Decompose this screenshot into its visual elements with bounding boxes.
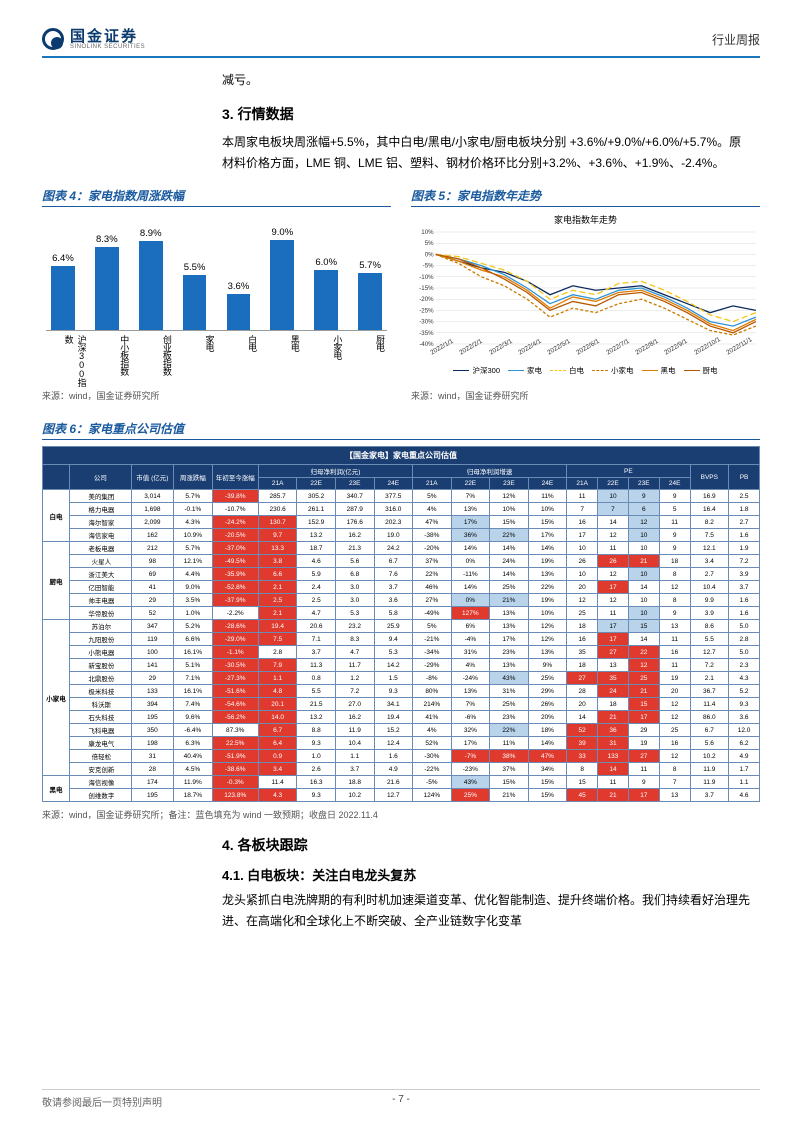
chart5-source: 来源：wind，国金证券研究所 <box>411 389 760 402</box>
bar-xlabel: 创业板指数 <box>131 335 174 391</box>
legend-item: 沪深300 <box>453 365 500 376</box>
bar: 9.0% <box>265 227 299 330</box>
bar-xlabel: 中小板指数 <box>89 335 132 391</box>
legend-item: 厨电 <box>684 365 718 376</box>
bar-xlabel: 家电 <box>174 335 217 391</box>
table-row: 九阳股份1196.6%-29.0%7.57.18.39.4-21%-4%17%1… <box>43 633 760 646</box>
table-row: 亿田智能419.0%-52.8%2.12.43.03.746%14%25%22%… <box>43 581 760 594</box>
logo-cn: 国金证券 <box>70 29 145 44</box>
logo: 国金证券 SINOLINK SECURITIES <box>42 28 145 50</box>
table-row: 格力电器1,698-0.1%-10.7%230.6261.1287.9316.0… <box>43 503 760 516</box>
svg-text:-25%: -25% <box>419 309 434 315</box>
svg-text:-20%: -20% <box>419 297 434 303</box>
bar-xlabel: 黑电 <box>259 335 302 391</box>
line-chart-title: 家电指数年走势 <box>411 213 760 226</box>
svg-text:-15%: -15% <box>419 286 434 292</box>
svg-text:-30%: -30% <box>419 320 434 326</box>
table-row: 帅丰电器293.5%-37.9%2.52.53.03.627%0%21%19%1… <box>43 594 760 607</box>
bar-xlabel: 厨电 <box>344 335 387 391</box>
legend-item: 小家电 <box>592 365 634 376</box>
bar-xlabel: 小家电 <box>302 335 345 391</box>
logo-en: SINOLINK SECURITIES <box>70 44 145 50</box>
table-row: 倍轻松3140.4%-51.9%0.91.01.11.6-30%-7%38%47… <box>43 750 760 763</box>
legend-item: 黑电 <box>642 365 676 376</box>
legend-item: 白电 <box>550 365 584 376</box>
bar: 6.0% <box>309 257 343 330</box>
table-row: 厨电老板电器2125.7%-37.0%13.318.721.324.2-20%1… <box>43 542 760 555</box>
svg-text:5%: 5% <box>425 241 434 247</box>
bar: 8.9% <box>134 228 168 330</box>
line-chart: 家电指数年走势 10% 5% 0% -5% -10% -15% -20% -25% -30% -3… <box>411 213 760 383</box>
table-row: 安克创新284.5%-38.6%3.42.63.74.9-22%-23%37%3… <box>43 763 760 776</box>
legend-item: 家电 <box>508 365 542 376</box>
table-row: 北鼎股份297.1%-27.3%1.10.81.21.5-8%-24%43%25… <box>43 672 760 685</box>
svg-text:0%: 0% <box>425 253 434 259</box>
section3-paragraph: 本周家电板块周涨幅+5.5%，其中白电/黑电/小家电/厨电板块分别 +3.6%/… <box>222 132 750 173</box>
table-row: 华帝股份521.0%-2.2%2.14.75.35.8-49%127%13%10… <box>43 607 760 620</box>
table-row: 科沃斯3947.4%-54.6%20.121.527.034.1214%7%25… <box>43 698 760 711</box>
section4-heading: 4. 各板块跟踪 <box>222 835 760 855</box>
chart4-title: 图表 4：家电指数周涨跌幅 <box>42 187 391 207</box>
table-row: 浙江美大694.4%-35.9%6.65.96.87.622%-11%14%13… <box>43 568 760 581</box>
table-row: 海信家电16210.9%-20.5%9.713.216.219.0-38%36%… <box>43 529 760 542</box>
table-row: 极米科技13316.1%-51.6%4.85.57.29.380%13%31%2… <box>43 685 760 698</box>
svg-text:10%: 10% <box>421 230 434 236</box>
section3-heading: 3. 行情数据 <box>222 104 760 124</box>
bar: 8.3% <box>90 234 124 330</box>
svg-text:-5%: -5% <box>423 264 435 270</box>
table-row: 小熊电器10016.1%-1.1%2.83.74.75.3-34%31%23%1… <box>43 646 760 659</box>
table-row: 小家电苏泊尔3475.2%-28.6%19.420.623.225.95%6%1… <box>43 620 760 633</box>
logo-icon <box>42 28 64 50</box>
bar: 5.7% <box>353 260 387 330</box>
table-row: 火星人9812.1%-49.5%3.84.65.66.737%0%24%19%2… <box>43 555 760 568</box>
svg-text:-10%: -10% <box>419 275 434 281</box>
header-rule <box>42 56 760 58</box>
table-row: 创维数字19518.7%123.8%4.39.310.212.7124%25%2… <box>43 789 760 802</box>
table6-title: 图表 6：家电重点公司估值 <box>42 420 760 440</box>
table6-source: 来源：wind，国金证券研究所；备注：蓝色填充为 wind 一致预期；收盘日 2… <box>42 808 760 821</box>
table-row: 海尔智家2,0994.3%-24.2%130.7152.9176.6202.34… <box>43 516 760 529</box>
section4-paragraph: 龙头紧抓白电洗牌期的有利时机加速渠道变革、优化智能制造、提升终端价格。我们持续看… <box>222 890 750 931</box>
page-number: - 7 - <box>392 1094 410 1109</box>
chart5-title: 图表 5：家电指数年走势 <box>411 187 760 207</box>
bar-chart: 6.4%8.3%8.9%5.5%3.6%9.0%6.0%5.7% 沪深300指数… <box>42 213 391 383</box>
bar: 5.5% <box>178 262 212 330</box>
footer-left: 敬请参阅最后一页特别声明 <box>42 1094 162 1109</box>
svg-text:-35%: -35% <box>419 331 434 337</box>
bar: 3.6% <box>222 281 256 330</box>
bar-xlabel: 沪深300指数 <box>46 335 89 391</box>
bar-xlabel: 白电 <box>217 335 260 391</box>
table-row: 飞科电器350-6.4%87.3%6.78.811.915.24%32%22%1… <box>43 724 760 737</box>
header-label: 行业周报 <box>712 31 760 48</box>
section4-subheading: 4.1. 白电板块：关注白电龙头复苏 <box>222 865 760 884</box>
intro-text: 减亏。 <box>222 70 750 90</box>
table-row: 新宝股份1415.1%-30.5%7.911.311.714.2-29%4%13… <box>43 659 760 672</box>
valuation-table: 【国金家电】家电重点公司估值公司市值 (亿元)周涨跌幅年初至今涨幅归母净利润(亿… <box>42 446 760 802</box>
table-row: 白电美的集团3,0145.7%-39.8%285.7305.2340.7377.… <box>43 490 760 503</box>
table-row: 黑电海信视像17411.9%-0.3%11.416.318.821.6-5%43… <box>43 776 760 789</box>
table-row: 康龙电气1986.3%22.5%6.49.310.412.452%17%11%1… <box>43 737 760 750</box>
bar: 6.4% <box>46 253 80 330</box>
table-row: 石头科技1959.6%-56.2%14.013.216.219.441%-6%2… <box>43 711 760 724</box>
svg-text:-40%: -40% <box>419 342 434 348</box>
